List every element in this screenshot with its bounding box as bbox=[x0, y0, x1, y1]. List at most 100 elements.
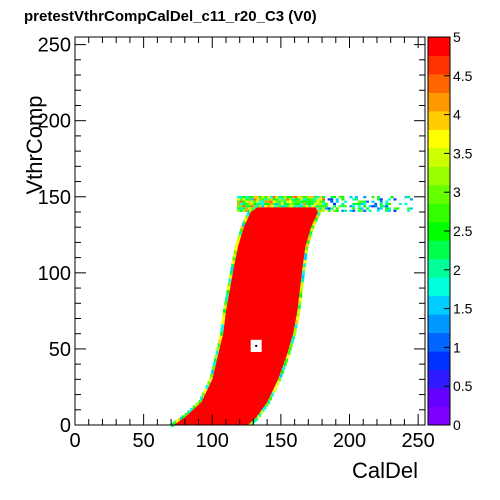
heatmap-cell bbox=[215, 350, 219, 355]
heatmap-cell bbox=[256, 200, 260, 203]
heatmap-cell bbox=[184, 412, 188, 417]
heatmap-cell bbox=[242, 196, 246, 199]
heatmap-cell bbox=[385, 205, 389, 208]
heatmap-cell bbox=[311, 225, 315, 230]
heatmap-cell bbox=[313, 196, 317, 199]
heatmap-cell bbox=[294, 202, 298, 206]
heatmap-cell bbox=[227, 282, 231, 287]
heatmap-cell bbox=[376, 207, 380, 210]
heatmap-cell bbox=[365, 200, 369, 203]
heatmap-cell bbox=[297, 308, 301, 313]
heatmap-cell bbox=[297, 205, 301, 208]
heatmap-cell bbox=[286, 354, 290, 359]
heatmap-cell bbox=[233, 250, 237, 255]
heatmap-cell bbox=[283, 198, 287, 201]
heatmap-cell bbox=[313, 198, 317, 201]
heatmap-cell bbox=[213, 358, 217, 363]
heatmap-cell bbox=[349, 209, 353, 212]
heatmap-cell bbox=[245, 205, 249, 208]
heatmap-cell bbox=[280, 200, 284, 203]
heatmap-cell bbox=[209, 377, 213, 382]
heatmap-cell bbox=[274, 384, 278, 389]
heatmap-cell bbox=[283, 362, 287, 367]
heatmap-cell bbox=[267, 202, 271, 206]
heatmap-cell bbox=[306, 240, 310, 245]
heatmap-cell bbox=[398, 202, 402, 206]
heatmap-cell bbox=[311, 205, 315, 208]
heatmap-cell bbox=[238, 231, 242, 236]
heatmap-cell bbox=[322, 200, 326, 203]
color-scale-label: 1 bbox=[453, 339, 461, 355]
heatmap-cell bbox=[304, 250, 308, 255]
heatmap-cell bbox=[374, 202, 378, 206]
heatmap-cell bbox=[322, 198, 326, 201]
heatmap-cell bbox=[311, 202, 315, 206]
heatmap-cell bbox=[289, 198, 293, 201]
heatmap-cell bbox=[300, 200, 304, 203]
heatmap-cell bbox=[293, 331, 297, 336]
heatmap-cell bbox=[319, 200, 323, 203]
heatmap-cell bbox=[242, 207, 246, 210]
heatmap-cell bbox=[317, 209, 321, 214]
heatmap-cell bbox=[314, 217, 318, 222]
color-scale-segment bbox=[428, 73, 450, 93]
heatmap-cell bbox=[280, 196, 284, 199]
heatmap-cell bbox=[253, 202, 257, 206]
color-scale-segment bbox=[428, 277, 450, 297]
heatmap-cell bbox=[291, 196, 295, 199]
heatmap-cell bbox=[286, 196, 290, 199]
heatmap-cell bbox=[308, 202, 312, 206]
heatmap-cell bbox=[235, 243, 239, 248]
heatmap-cell bbox=[219, 335, 223, 340]
heatmap-cell bbox=[272, 388, 276, 393]
heatmap-cell bbox=[265, 402, 269, 407]
heatmap-cell bbox=[330, 196, 334, 199]
heatmap-cell bbox=[313, 202, 317, 206]
heatmap-cell bbox=[270, 392, 274, 397]
heatmap-cell bbox=[302, 263, 306, 268]
heatmap-cell bbox=[409, 198, 413, 201]
heatmap-cell bbox=[294, 324, 298, 329]
heatmap-cell bbox=[302, 198, 306, 201]
heatmap-cell bbox=[272, 196, 276, 199]
heatmap-cell bbox=[239, 196, 243, 199]
heatmap-cell bbox=[190, 407, 194, 412]
heatmap-cell bbox=[242, 200, 246, 203]
heatmap-cell bbox=[294, 196, 298, 199]
heatmap-cell bbox=[363, 205, 367, 208]
color-scale-segment bbox=[428, 37, 450, 56]
heatmap-cell bbox=[286, 205, 290, 208]
heatmap-cell bbox=[300, 286, 304, 291]
x-tick-label: 200 bbox=[333, 430, 366, 452]
heatmap-cell bbox=[357, 209, 361, 212]
heatmap-cell bbox=[254, 205, 258, 210]
heatmap-cell bbox=[308, 205, 312, 208]
heatmap-cell bbox=[247, 205, 251, 208]
heatmap-cell bbox=[267, 196, 271, 199]
heatmap-cell bbox=[393, 209, 397, 212]
heatmap-cell bbox=[357, 205, 361, 208]
heatmap-cell bbox=[264, 198, 268, 201]
color-scale: 0 0.5 1 1.5 2 2.5 3 3.5 4 4.5 5 bbox=[427, 29, 473, 433]
heatmap-cell bbox=[305, 196, 309, 199]
heatmap-cell bbox=[393, 198, 397, 201]
heatmap-cell bbox=[231, 259, 235, 264]
heatmap-cell bbox=[211, 369, 215, 374]
heatmap-cell bbox=[195, 402, 199, 407]
heatmap-cell bbox=[267, 400, 271, 405]
heatmap-cell bbox=[308, 198, 312, 201]
heatmap-cell bbox=[371, 196, 375, 199]
heatmap-cell bbox=[333, 196, 337, 199]
heatmap-cell bbox=[176, 419, 180, 424]
heatmap-cell bbox=[324, 205, 328, 208]
heatmap-cell bbox=[201, 392, 205, 397]
heatmap-cell bbox=[352, 198, 356, 201]
heatmap-cell bbox=[280, 369, 284, 374]
heatmap-cell bbox=[330, 198, 334, 201]
heatmap-cell bbox=[240, 225, 244, 230]
heatmap-cell bbox=[239, 205, 243, 208]
heatmap-cell bbox=[286, 202, 290, 206]
heatmap-cell bbox=[239, 228, 243, 233]
heatmap-cell bbox=[341, 205, 345, 208]
heatmap-cell bbox=[181, 415, 185, 420]
